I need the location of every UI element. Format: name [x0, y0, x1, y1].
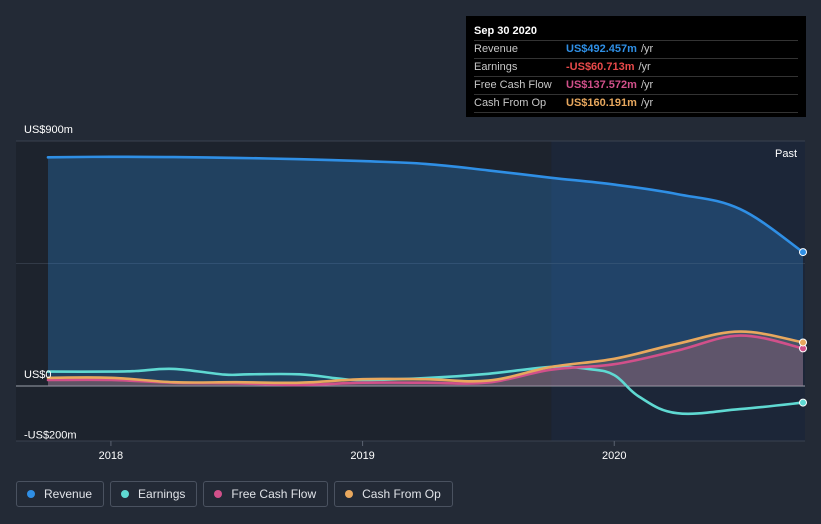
tooltip-value: US$137.572m: [566, 79, 637, 91]
legend-label: Free Cash Flow: [231, 487, 317, 501]
y-tick-label: US$900m: [24, 124, 73, 136]
series-end-point-earnings: [799, 398, 807, 407]
tooltip-label: Earnings: [474, 61, 518, 73]
series-end-markers: [799, 248, 807, 407]
legend-free-cash-flow-button[interactable]: Free Cash Flow: [203, 481, 329, 507]
legend-label: Cash From Op: [362, 487, 441, 501]
tooltip-date: Sep 30 2020: [474, 25, 537, 37]
tooltip-label: Cash From Op: [474, 97, 547, 109]
series-line-cash-from-op: [46, 330, 805, 385]
tooltip-value: US$160.191m: [566, 97, 637, 109]
tooltip-row-free-cash-flow: Free Cash Flow US$137.572m /yr: [474, 76, 798, 94]
series-end-point-cash-from-op: [799, 338, 807, 347]
legend-label: Earnings: [138, 487, 186, 501]
past-label: Past: [775, 148, 797, 160]
financials-chart: US$900m US$0 -US$200m 2018 2019 2020 Past: [16, 124, 807, 462]
legend-dot-icon: [121, 490, 130, 498]
tooltip: Sep 30 2020 Revenue US$492.457m /yr Earn…: [466, 16, 806, 117]
grid: [16, 140, 805, 442]
tooltip-row-cash-from-op: Cash From Op US$160.191m /yr: [474, 94, 798, 113]
y-tick-label: -US$200m: [24, 429, 77, 441]
series-area-free-cash-flow: [48, 335, 803, 386]
series-line-revenue: [46, 155, 805, 254]
legend: Revenue Earnings Free Cash Flow Cash Fro…: [16, 481, 459, 507]
series-lines: [46, 155, 805, 416]
legend-dot-icon: [214, 490, 223, 498]
tooltip-unit: /yr: [640, 79, 654, 91]
axis-labels: US$900m US$0 -US$200m 2018 2019 2020: [24, 124, 626, 462]
legend-dot-icon: [27, 490, 35, 498]
series-fills: [48, 156, 803, 386]
tooltip-value: US$492.457m: [566, 43, 637, 55]
tooltip-row-revenue: Revenue US$492.457m /yr: [474, 40, 798, 58]
y-tick-label: US$0: [24, 369, 52, 381]
series-area-cash-from-op: [48, 331, 803, 386]
legend-cash-from-op-button[interactable]: Cash From Op: [334, 481, 453, 507]
series-area-revenue: [48, 156, 803, 386]
x-tick-label: 2020: [602, 450, 626, 462]
legend-revenue-button[interactable]: Revenue: [16, 481, 105, 507]
x-tick-label: 2019: [350, 450, 374, 462]
tooltip-label: Free Cash Flow: [474, 79, 552, 91]
x-tick-label: 2018: [99, 450, 123, 462]
legend-label: Revenue: [44, 487, 93, 501]
tooltip-unit: /yr: [640, 43, 654, 55]
tooltip-row-earnings: Earnings -US$60.713m /yr: [474, 58, 798, 76]
tooltip-unit: /yr: [640, 97, 654, 109]
series-end-point-revenue: [799, 248, 807, 257]
past-region: [551, 141, 805, 441]
legend-earnings-button[interactable]: Earnings: [110, 481, 198, 507]
legend-dot-icon: [345, 490, 354, 498]
tooltip-value: -US$60.713m: [566, 61, 635, 73]
tooltip-label: Revenue: [474, 43, 519, 55]
tooltip-unit: /yr: [638, 61, 651, 73]
